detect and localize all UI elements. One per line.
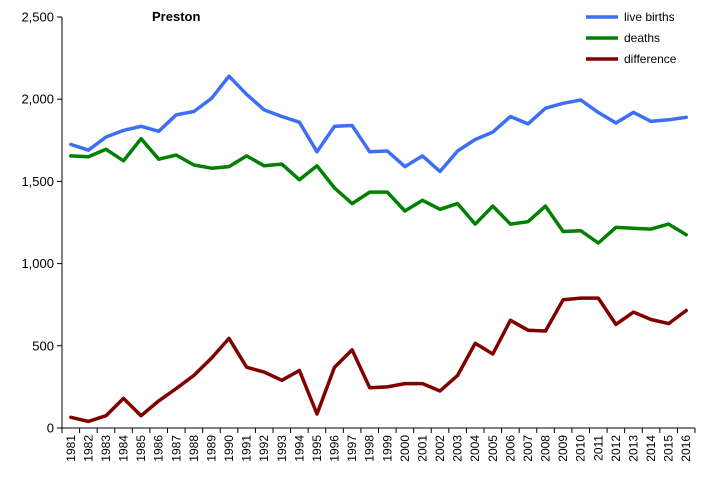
y-tick-label: 0 [47, 421, 54, 436]
y-tick-label: 2,500 [21, 10, 54, 25]
x-tick-label: 1997 [345, 435, 359, 462]
x-tick-label: 1992 [257, 435, 271, 462]
x-tick-label: 2006 [503, 435, 517, 462]
series-line-deaths [69, 136, 688, 245]
x-tick-label: 1991 [240, 435, 254, 462]
x-tick-label: 1981 [64, 435, 78, 462]
x-tick-label: 1996 [328, 435, 342, 462]
x-tick-label: 2000 [398, 435, 412, 462]
x-tick-label: 2010 [574, 435, 588, 462]
series-lines [69, 74, 688, 424]
x-tick-label: 1984 [117, 435, 131, 462]
x-tick-label: 2015 [662, 435, 676, 462]
x-tick-label: 2008 [539, 435, 553, 462]
x-tick-label: 2016 [679, 435, 693, 462]
x-tick-label: 1998 [363, 435, 377, 462]
x-tick-label: 1982 [81, 435, 95, 462]
x-tick-label: 1999 [380, 435, 394, 462]
legend-entry-label: deaths [624, 31, 660, 45]
legend-entry-label: difference [624, 52, 677, 66]
series-line-difference [69, 296, 688, 424]
x-tick-label: 2012 [609, 435, 623, 462]
x-tick-label: 2004 [468, 435, 482, 462]
y-tick-label: 1,000 [21, 256, 54, 271]
x-tick-label: 2009 [556, 435, 570, 462]
x-tick-label: 1988 [187, 435, 201, 462]
x-tick-label: 1987 [169, 435, 183, 462]
x-tick-label: 1995 [310, 435, 324, 462]
x-tick-label: 2003 [451, 435, 465, 462]
x-tick-label: 2001 [415, 435, 429, 462]
x-tick-label: 2002 [433, 435, 447, 462]
x-tick-label: 2007 [521, 435, 535, 462]
x-tick-label: 2011 [591, 435, 605, 461]
x-tick-label: 1994 [292, 435, 306, 462]
x-tick-label: 1990 [222, 435, 236, 462]
chart-title: Preston [152, 9, 200, 24]
y-tick-label: 500 [32, 338, 54, 353]
x-tick-label: 1989 [204, 435, 218, 462]
x-tick-label: 1983 [99, 435, 113, 462]
legend: live births deaths difference [586, 10, 677, 66]
series-line-live-births [69, 74, 688, 174]
x-tick-label: 2014 [644, 435, 658, 462]
x-tick-label: 1993 [275, 435, 289, 462]
legend-entry-label: live births [624, 10, 675, 24]
x-tick-label: 2005 [486, 435, 500, 462]
x-tick-label: 1985 [134, 435, 148, 462]
x-tick-label: 1986 [152, 435, 166, 462]
axes: 0 500 1,000 1,500 2,000 2,500 1981 1982 1983 1984… [21, 10, 696, 462]
y-tick-label: 1,500 [21, 174, 54, 189]
x-tick-label: 2013 [626, 435, 640, 462]
y-tick-label: 2,000 [21, 92, 54, 107]
